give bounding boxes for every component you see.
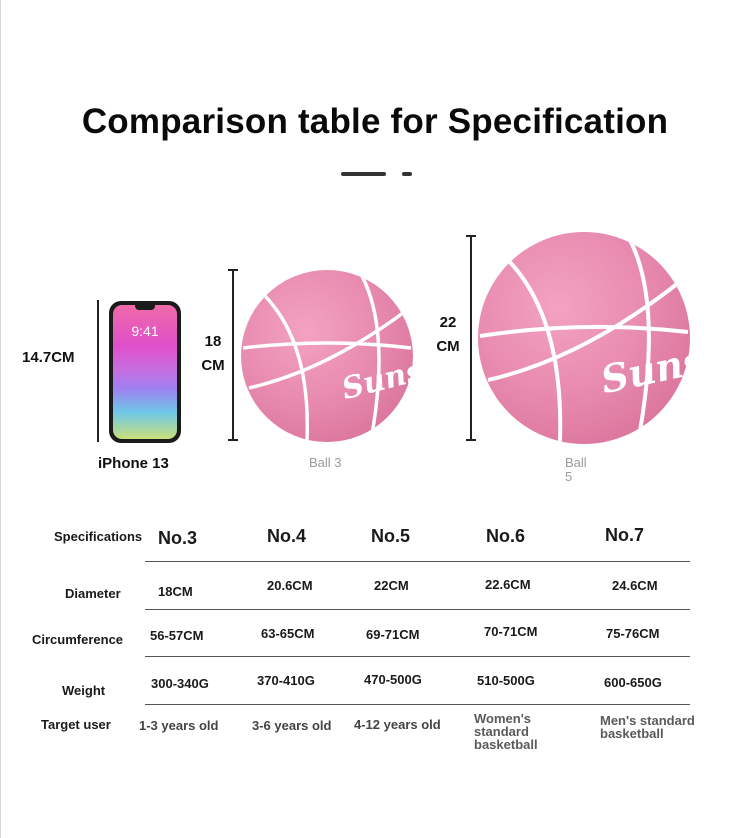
row-label-weight: Weight xyxy=(62,683,106,698)
title-underline-short xyxy=(402,172,412,176)
target-user-no7: Men's standard basketball xyxy=(600,713,695,741)
ball5-illustration: Sunsh xyxy=(478,232,690,444)
iphone-illustration: 9:41 xyxy=(109,301,181,443)
header-no5: No.5 xyxy=(371,526,411,546)
title-underline-long xyxy=(341,172,386,176)
target-user-no6: Women's standard basketball xyxy=(474,711,538,752)
header-no7: No.7 xyxy=(605,525,645,545)
target-user-no4: 3-6 years old xyxy=(252,718,332,733)
phone-height-line xyxy=(97,300,99,442)
row-label-circumference: Circumference xyxy=(32,632,124,647)
diameter-no6: 22.6CM xyxy=(485,577,531,592)
ball3-dim-cap-bottom xyxy=(228,439,238,441)
ball3-caption: Ball 3 xyxy=(309,455,342,470)
ball5-dim-cap-bottom xyxy=(466,439,476,441)
phone-caption: iPhone 13 xyxy=(98,455,169,472)
row-divider-1 xyxy=(145,561,690,562)
page-left-border xyxy=(0,0,1,838)
ball5-size-unit: CM xyxy=(436,338,460,355)
weight-no4: 370-410G xyxy=(257,673,315,688)
diameter-no4: 20.6CM xyxy=(267,578,313,593)
ball3-seams xyxy=(242,273,412,441)
ball5-caption-number: 5 xyxy=(565,469,573,484)
ball5-size-number: 22 xyxy=(439,314,457,331)
ball5-seams xyxy=(479,235,689,443)
row-label-diameter: Diameter xyxy=(65,586,121,601)
phone-notch xyxy=(135,305,155,310)
row-divider-3 xyxy=(145,656,690,657)
ball5-size-label: 22 CM xyxy=(434,311,462,359)
circumference-no7: 75-76CM xyxy=(606,626,660,641)
weight-no6: 510-500G xyxy=(477,673,535,688)
phone-screen: 9:41 xyxy=(113,305,177,439)
circumference-no3: 56-57CM xyxy=(150,628,204,643)
circumference-no4: 63-65CM xyxy=(261,626,315,641)
weight-no7: 600-650G xyxy=(604,675,662,690)
phone-height-label: 14.7CM xyxy=(22,349,75,366)
header-no3: No.3 xyxy=(158,528,198,548)
ball5-caption: Ball 5 xyxy=(565,456,587,484)
ball3-dim-cap-top xyxy=(228,269,238,271)
target-user-no3: 1-3 years old xyxy=(139,718,219,733)
row-divider-2 xyxy=(145,609,690,610)
weight-no3: 300-340G xyxy=(151,676,209,691)
row-label-specifications: Specifications xyxy=(54,529,143,544)
ball3-height-line xyxy=(232,270,234,440)
diameter-no7: 24.6CM xyxy=(612,578,658,593)
header-no6: No.6 xyxy=(486,526,526,546)
row-label-target-user: Target user xyxy=(41,717,111,732)
circumference-no6: 70-71CM xyxy=(484,624,538,639)
diameter-no3: 18CM xyxy=(158,584,193,599)
header-no4: No.4 xyxy=(267,526,307,546)
circumference-no5: 69-71CM xyxy=(366,627,420,642)
ball5-height-line xyxy=(470,236,472,440)
page-title: Comparison table for Specification xyxy=(81,102,669,141)
ball3-illustration: Sunsh xyxy=(241,270,413,442)
row-divider-4 xyxy=(145,704,690,705)
ball3-size-number: 18 xyxy=(204,333,222,350)
ball3-size-label: 18 CM xyxy=(199,330,227,378)
phone-time: 9:41 xyxy=(131,323,159,339)
diameter-no5: 22CM xyxy=(374,578,409,593)
ball5-caption-word: Ball xyxy=(565,455,587,470)
target-user-no5: 4-12 years old xyxy=(354,717,441,732)
ball3-size-unit: CM xyxy=(201,357,225,374)
weight-no5: 470-500G xyxy=(364,672,422,687)
ball5-dim-cap-top xyxy=(466,235,476,237)
